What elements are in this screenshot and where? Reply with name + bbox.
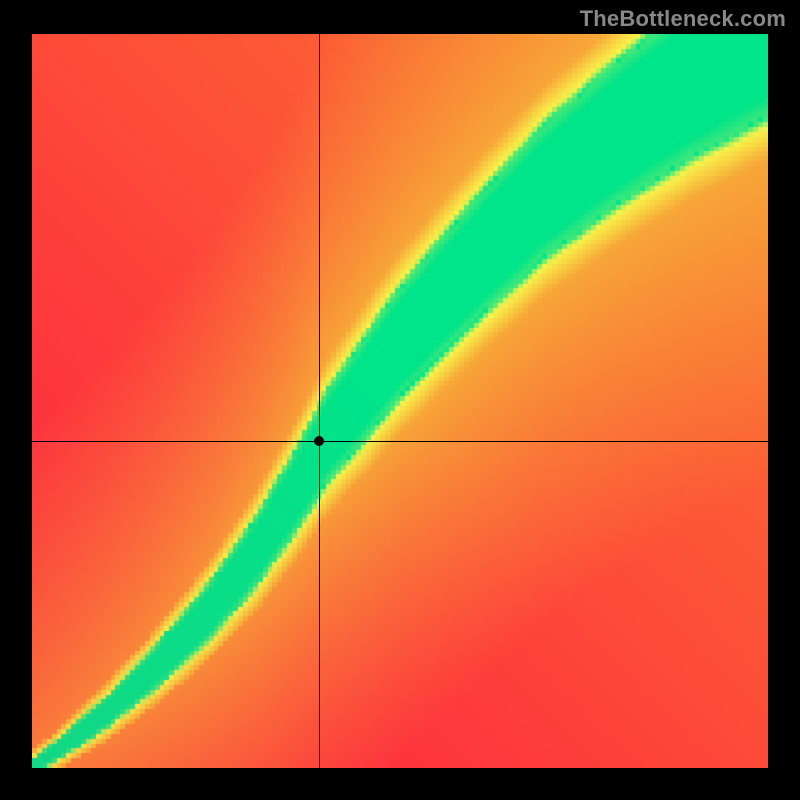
- crosshair-vertical: [319, 34, 320, 768]
- crosshair-horizontal: [32, 441, 768, 442]
- plot-area: [32, 34, 768, 768]
- chart-container: TheBottleneck.com: [0, 0, 800, 800]
- heatmap-canvas: [32, 34, 768, 768]
- watermark-text: TheBottleneck.com: [580, 6, 786, 32]
